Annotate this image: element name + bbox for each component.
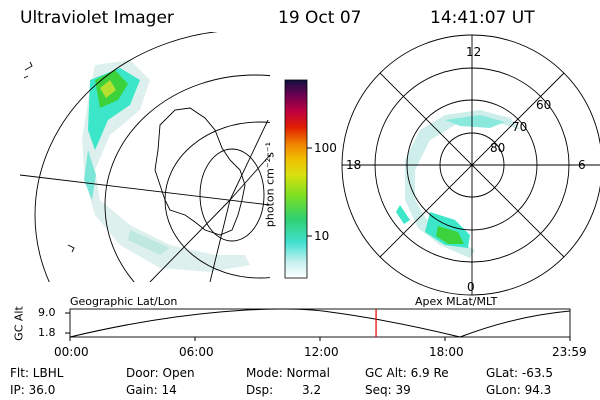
gain-status: Gain: 14	[126, 383, 177, 397]
glon-status: GLon: 94.3	[486, 383, 552, 397]
gc-alt-tick-low: 1.8	[38, 326, 56, 339]
aurora-emission-polar	[396, 110, 530, 258]
colorbar-tick-10: 10	[314, 229, 330, 243]
date-label: 19 Oct 07	[278, 8, 362, 28]
apex-label: Apex MLat/MLT	[415, 295, 498, 308]
mlt-12-label: 12	[466, 45, 482, 59]
mlt-0-label: 0	[467, 280, 475, 294]
mlat-70-label: 70	[512, 120, 528, 134]
gc-alt-axis-title: GC Alt	[12, 306, 26, 341]
gc-alt-status: GC Alt: 6.9 Re	[365, 366, 449, 380]
instrument-title: Ultraviolet Imager	[20, 8, 174, 28]
gc-alt-tick-high: 9.0	[38, 306, 56, 319]
geographic-map	[20, 32, 270, 282]
time-tick-1200: 12:00	[304, 345, 339, 359]
aurora-emission-geo	[82, 60, 250, 272]
dsp-label: Dsp:	[246, 383, 274, 397]
mode-status: Mode: Normal	[246, 366, 330, 380]
colorbar-unit-label: photon cm⁻²s⁻¹	[263, 141, 277, 228]
time-label: 14:41:07 UT	[430, 8, 535, 28]
time-tick-2359: 23:59	[552, 345, 587, 359]
door-status: Door: Open	[126, 366, 195, 380]
colorbar-tick-100: 100	[314, 141, 337, 155]
mlt-18-label: 18	[346, 158, 362, 172]
polar-plot	[341, 34, 600, 296]
altitude-timeline	[65, 308, 571, 341]
flt-status: Flt: LBHL	[10, 366, 64, 380]
mlat-80-label: 80	[490, 141, 506, 155]
glat-status: GLat: -63.5	[486, 366, 553, 380]
mlt-6-label: 6	[578, 158, 586, 172]
altitude-curve	[69, 308, 571, 338]
time-tick-0000: 00:00	[54, 345, 89, 359]
time-tick-1800: 18:00	[429, 345, 464, 359]
geographic-label: Geographic Lat/Lon	[70, 295, 178, 308]
seq-status: Seq: 39	[365, 383, 411, 397]
dsp-value: 3.2	[302, 383, 322, 397]
ip-status: IP: 36.0	[10, 383, 56, 397]
mlat-60-label: 60	[536, 98, 552, 112]
time-tick-0600: 06:00	[179, 345, 214, 359]
color-scale-bar	[284, 79, 312, 279]
coastline	[154, 107, 246, 236]
